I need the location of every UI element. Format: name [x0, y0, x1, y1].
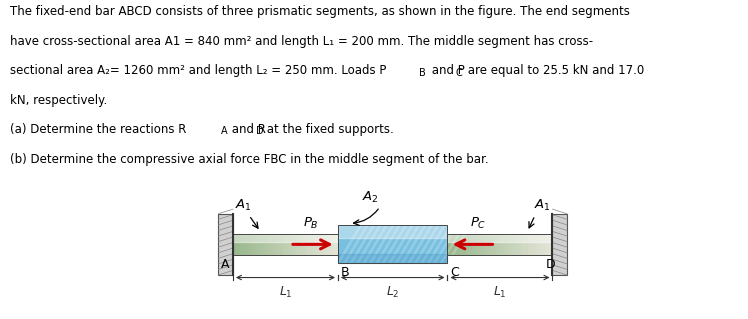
Bar [549, 234, 552, 255]
Bar [451, 234, 455, 255]
Bar [528, 234, 531, 255]
Bar [458, 234, 462, 255]
Bar [317, 234, 320, 255]
Text: and R: and R [228, 123, 266, 136]
Bar [482, 234, 486, 255]
Bar [500, 234, 503, 255]
Bar [272, 234, 275, 255]
Text: kN, respectively.: kN, respectively. [10, 94, 107, 107]
Bar [313, 234, 317, 255]
Bar [286, 234, 289, 255]
Bar [268, 234, 272, 255]
Bar [514, 234, 518, 255]
Bar [310, 234, 313, 255]
Bar [510, 234, 514, 255]
Bar [539, 234, 542, 255]
Bar [303, 234, 307, 255]
Bar [324, 234, 328, 255]
Text: $P_B$: $P_B$ [303, 215, 319, 231]
Text: $A_2$: $A_2$ [361, 190, 378, 205]
Bar [542, 234, 545, 255]
Bar [289, 234, 292, 255]
Bar [240, 234, 244, 255]
Bar [257, 234, 261, 255]
Text: at the fixed supports.: at the fixed supports. [263, 123, 394, 136]
Text: $L_2$: $L_2$ [386, 285, 399, 300]
Bar [331, 234, 334, 255]
Text: C: C [456, 68, 462, 78]
Text: (a) Determine the reactions R: (a) Determine the reactions R [10, 123, 186, 136]
Bar [233, 234, 338, 255]
Bar [455, 234, 458, 255]
Bar [307, 234, 310, 255]
Text: D: D [256, 126, 263, 137]
Text: The fixed-end bar ABCD consists of three prismatic segments, as shown in the fig: The fixed-end bar ABCD consists of three… [10, 5, 630, 19]
Bar [233, 234, 236, 255]
Bar [251, 234, 254, 255]
Bar [507, 234, 510, 255]
Bar [261, 234, 265, 255]
Bar [531, 234, 535, 255]
Text: $L_1$: $L_1$ [493, 285, 507, 300]
Bar [236, 234, 240, 255]
Bar [524, 234, 528, 255]
Text: $P_C$: $P_C$ [470, 215, 487, 231]
Bar [468, 234, 472, 255]
Bar [447, 234, 552, 255]
Bar [296, 234, 299, 255]
Text: and P: and P [429, 64, 465, 77]
Bar [552, 214, 567, 275]
Bar [447, 234, 451, 255]
Text: A: A [221, 258, 230, 271]
Text: B: B [340, 266, 349, 279]
Bar [292, 234, 296, 255]
Bar [334, 234, 338, 255]
Text: are equal to 25.5 kN and 17.0: are equal to 25.5 kN and 17.0 [465, 64, 645, 77]
Text: have cross-sectional area A1 = 840 mm² and length L₁ = 200 mm. The middle segmen: have cross-sectional area A1 = 840 mm² a… [10, 35, 593, 48]
Text: $A_1$: $A_1$ [235, 197, 251, 213]
Bar [218, 214, 233, 275]
Bar [282, 234, 286, 255]
Bar [489, 234, 493, 255]
Bar [518, 234, 521, 255]
Bar [535, 234, 539, 255]
Bar [503, 234, 507, 255]
Bar [265, 234, 268, 255]
Bar [278, 234, 282, 255]
Bar [462, 234, 465, 255]
Text: A: A [221, 126, 227, 137]
Bar [486, 234, 489, 255]
Bar [465, 234, 468, 255]
Text: B: B [419, 68, 426, 78]
Bar [254, 234, 257, 255]
Bar [247, 234, 251, 255]
Bar [493, 234, 497, 255]
Text: C: C [450, 266, 459, 279]
Text: $L_1$: $L_1$ [278, 285, 292, 300]
Text: D: D [545, 258, 555, 271]
Bar [338, 225, 447, 263]
Text: $A_1$: $A_1$ [534, 197, 551, 213]
Bar [338, 225, 447, 263]
Text: sectional area A₂= 1260 mm² and length L₂ = 250 mm. Loads P: sectional area A₂= 1260 mm² and length L… [10, 64, 386, 77]
Bar [328, 234, 331, 255]
Bar [244, 234, 247, 255]
Bar [472, 234, 476, 255]
Bar [521, 234, 524, 255]
Bar [476, 234, 479, 255]
Bar [275, 234, 278, 255]
Bar [299, 234, 303, 255]
Bar [497, 234, 500, 255]
Bar [479, 234, 482, 255]
Bar [545, 234, 549, 255]
Bar [320, 234, 324, 255]
Text: (b) Determine the compressive axial force FBC in the middle segment of the bar.: (b) Determine the compressive axial forc… [10, 153, 488, 166]
